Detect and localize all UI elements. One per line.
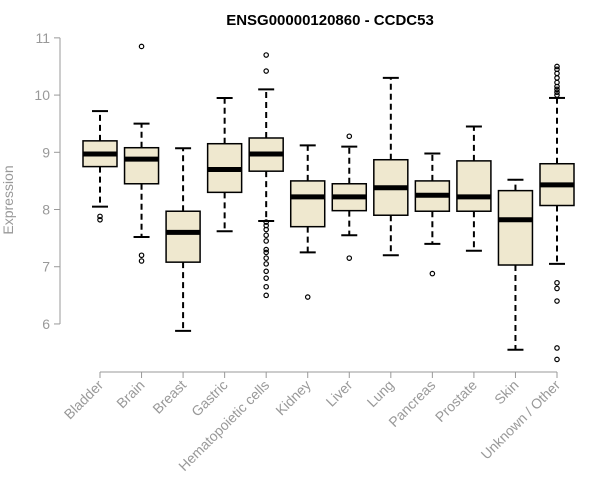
outlier-point <box>263 292 269 299</box>
outlier-point <box>554 75 560 81</box>
box-iqr <box>289 180 326 228</box>
outlier-point <box>97 217 103 223</box>
y-axis-label: Expression <box>0 165 16 234</box>
box-iqr <box>497 189 534 266</box>
outlier-point <box>263 249 269 256</box>
outlier-point <box>554 89 560 96</box>
outlier-point <box>304 294 311 300</box>
y-tick-label: 11 <box>35 30 50 46</box>
outlier-point <box>263 68 269 74</box>
outlier-point <box>263 261 269 267</box>
outlier-point <box>554 63 560 70</box>
x-tick-label: Bladder <box>61 377 107 423</box>
outlier-point <box>263 226 269 233</box>
x-tick-label: Kidney <box>272 377 314 419</box>
outlier-point <box>263 52 269 58</box>
x-tick-label: Prostate <box>432 377 480 425</box>
y-tick-label: 8 <box>42 202 50 218</box>
outlier-point <box>263 238 269 244</box>
outlier-point <box>263 232 269 239</box>
x-tick-label: Brain <box>113 377 147 411</box>
outlier-point <box>429 270 436 277</box>
box-iqr <box>456 160 492 212</box>
outlier-point <box>554 345 560 351</box>
outlier-point <box>554 86 560 93</box>
outlier-point <box>263 283 269 290</box>
outlier-point <box>138 258 145 264</box>
y-tick-label: 10 <box>34 87 50 103</box>
outlier-point <box>554 285 560 292</box>
x-tick-label: Breast <box>149 377 189 417</box>
outlier-point <box>263 219 269 225</box>
outlier-point <box>346 133 353 140</box>
outlier-point <box>97 213 103 220</box>
box-iqr <box>123 146 160 185</box>
outlier-point <box>554 83 560 90</box>
outlier-point <box>554 279 560 286</box>
y-tick-label: 6 <box>42 316 50 332</box>
outlier-point <box>263 246 269 253</box>
y-tick-label: 9 <box>42 144 50 160</box>
outlier-point <box>263 275 269 281</box>
outlier-point <box>554 92 560 98</box>
outlier-point <box>346 255 353 261</box>
box-iqr <box>165 210 201 263</box>
outlier-point <box>263 268 269 275</box>
outlier-point <box>138 252 145 259</box>
outlier-point <box>138 43 145 50</box>
x-tick-label: Skin <box>491 377 522 408</box>
x-tick-label: Lung <box>364 377 397 410</box>
outlier-point <box>554 298 560 304</box>
y-tick-label: 7 <box>42 259 50 275</box>
outlier-point <box>554 356 560 363</box>
x-tick-label: Liver <box>323 377 356 410</box>
chart-title: ENSG00000120860 - CCDC53 <box>226 12 434 29</box>
outlier-point <box>263 255 269 261</box>
x-tick-label: Unknown / Other <box>478 377 564 463</box>
